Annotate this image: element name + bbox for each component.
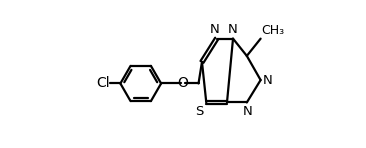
Text: Cl: Cl bbox=[96, 77, 109, 90]
Text: O: O bbox=[178, 77, 188, 90]
Text: N: N bbox=[263, 74, 273, 87]
Text: CH₃: CH₃ bbox=[261, 24, 285, 37]
Text: S: S bbox=[195, 105, 204, 118]
Text: N: N bbox=[228, 23, 238, 36]
Text: N: N bbox=[243, 105, 253, 118]
Text: N: N bbox=[210, 23, 220, 36]
